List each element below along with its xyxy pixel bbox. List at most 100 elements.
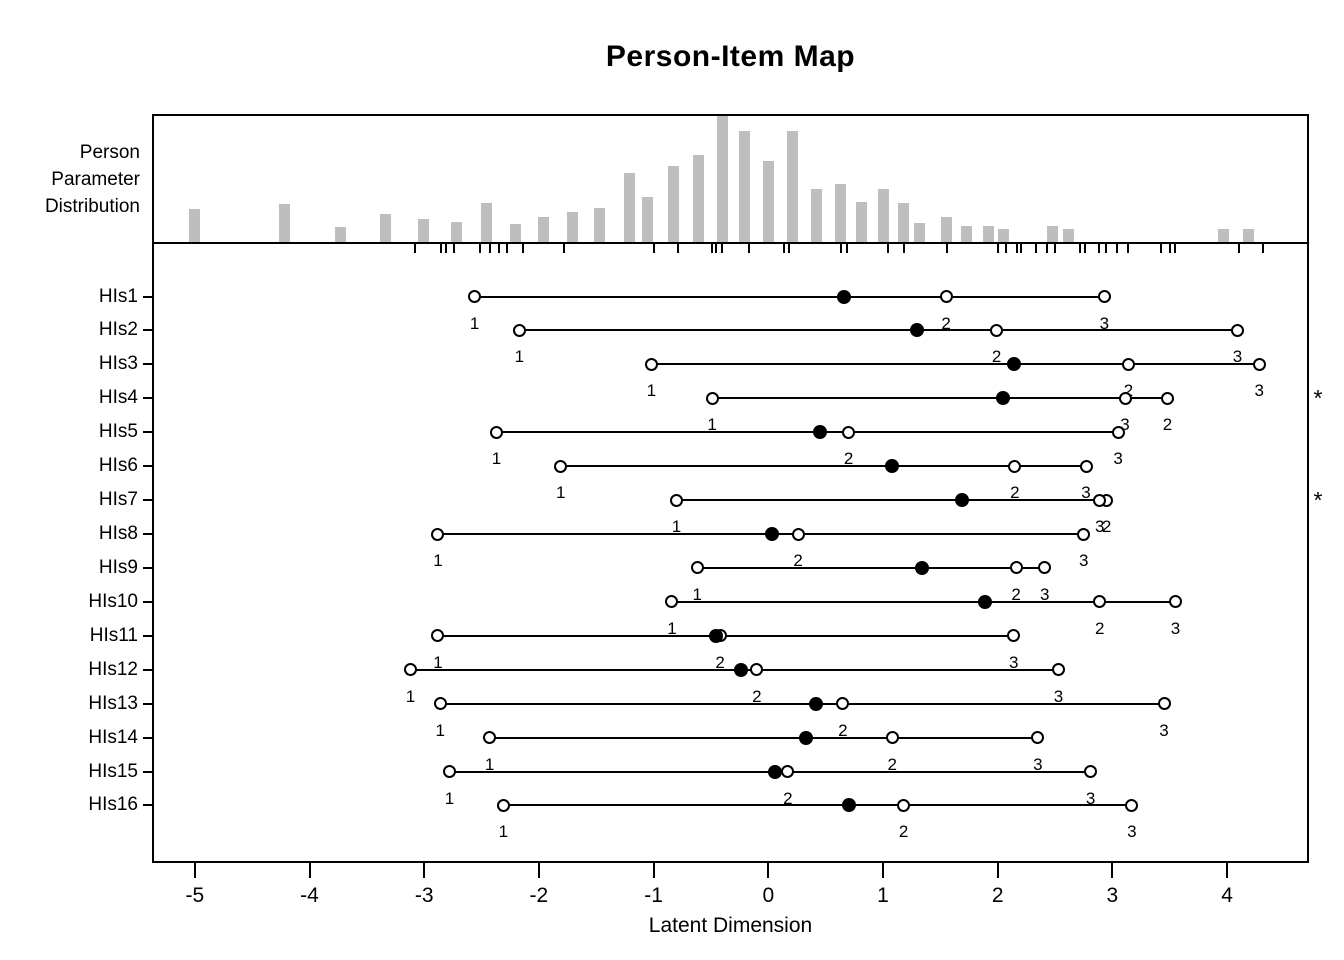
threshold-circle	[665, 595, 679, 609]
item-label: HIs13	[88, 692, 138, 714]
threshold-circle	[1079, 459, 1093, 473]
panel-separator-line	[152, 242, 1309, 244]
threshold-circle	[1230, 323, 1244, 337]
x-axis-tick-label: 1	[877, 884, 889, 907]
threshold-circle	[836, 697, 850, 711]
item-axis-tick	[143, 668, 152, 671]
histogram-bar	[898, 203, 910, 242]
rug-tick	[839, 244, 842, 253]
threshold-number-label: 1	[484, 754, 495, 774]
rug-tick	[444, 244, 447, 253]
threshold-circle	[1097, 290, 1111, 303]
histogram-bar	[667, 166, 679, 242]
item-location-dot	[837, 289, 851, 304]
threshold-circle	[483, 731, 497, 745]
item-label: HIs8	[98, 523, 138, 544]
threshold-circle	[442, 765, 456, 779]
threshold-circle	[1252, 357, 1266, 371]
item-axis-tick	[143, 702, 152, 705]
item-label: HIs2	[98, 319, 138, 341]
rug-tick	[1016, 244, 1019, 253]
threshold-number-label: 3	[1159, 720, 1169, 740]
threshold-circle	[1008, 459, 1022, 473]
threshold-circle	[431, 527, 445, 541]
item-row-line	[496, 431, 1119, 434]
rug-tick	[1127, 244, 1130, 253]
histogram-bar	[810, 189, 822, 242]
threshold-circle	[1125, 798, 1139, 812]
threshold-circle	[431, 629, 445, 643]
item-label: HIs15	[88, 760, 138, 782]
threshold-number-label: 2	[887, 754, 897, 774]
threshold-circle	[781, 765, 795, 779]
item-label: HIs7	[98, 489, 138, 511]
threshold-number-label: 2	[1162, 415, 1173, 435]
rug-tick	[1054, 244, 1057, 253]
threshold-number-label: 3	[1254, 381, 1264, 401]
histogram-bar	[835, 184, 847, 242]
threshold-circle	[690, 561, 704, 575]
threshold-circle	[433, 697, 447, 711]
histogram-bar	[738, 131, 750, 242]
threshold-number-label: 3	[1113, 449, 1123, 469]
threshold-number-label: 1	[692, 584, 702, 604]
item-label: HIs9	[98, 556, 138, 578]
x-axis-tick	[537, 863, 540, 878]
rug-tick	[1115, 244, 1118, 253]
x-axis-tick	[423, 863, 426, 878]
x-axis-tick	[767, 863, 770, 878]
x-axis-tick-label: -4	[300, 884, 319, 907]
histogram-bar	[914, 223, 926, 242]
threshold-number-label: 2	[793, 551, 803, 570]
threshold-circle	[1093, 493, 1107, 507]
threshold-circle	[1009, 561, 1023, 575]
item-location-dot	[910, 323, 925, 338]
ppd-label-line2: Parameter	[51, 169, 140, 190]
x-axis-tick	[193, 863, 196, 878]
threshold-number-label: 1	[491, 449, 502, 469]
item-label: HIs1	[98, 285, 138, 307]
threshold-circle	[468, 290, 482, 303]
x-axis-tick-label: 0	[762, 884, 775, 907]
rug-tick	[783, 244, 786, 253]
x-axis-title: Latent Dimension	[648, 914, 813, 937]
threshold-circle	[1084, 765, 1098, 779]
threshold-number-label: 2	[838, 720, 848, 740]
threshold-circle	[897, 798, 911, 812]
item-row-line	[651, 363, 1260, 366]
item-location-dot	[841, 798, 856, 813]
item-row-line	[440, 702, 1164, 705]
item-axis-tick	[143, 804, 152, 807]
histogram-bar	[278, 204, 290, 242]
threshold-number-label: 1	[671, 517, 682, 537]
threshold-number-label: 2	[941, 313, 951, 333]
rug-tick	[747, 244, 750, 253]
threshold-circle	[403, 663, 417, 677]
threshold-number-label: 3	[1053, 686, 1064, 706]
threshold-number-label: 1	[555, 483, 566, 503]
histogram-bar	[716, 116, 728, 242]
item-axis-tick	[143, 363, 152, 366]
item-axis-tick	[143, 329, 152, 332]
item-axis-tick	[143, 634, 152, 637]
item-axis-tick	[143, 533, 152, 535]
disordered-asterisk: *	[1313, 487, 1323, 514]
threshold-number-label: 3	[1170, 618, 1181, 638]
histogram-bar	[762, 161, 774, 242]
rug-tick	[1004, 244, 1007, 253]
item-label: HIs12	[88, 658, 138, 680]
rug-tick	[1097, 244, 1100, 253]
disordered-asterisk: *	[1313, 385, 1323, 412]
threshold-circle	[496, 798, 510, 812]
x-axis-tick-label: -5	[185, 884, 205, 907]
item-row-line	[560, 465, 1086, 468]
item-location-dot	[768, 764, 783, 779]
rug-tick	[1159, 244, 1162, 253]
threshold-circle	[1007, 629, 1021, 643]
threshold-circle	[1157, 697, 1171, 711]
item-axis-tick	[143, 397, 152, 400]
item-label: HIs11	[89, 624, 138, 646]
item-location-dot	[809, 696, 824, 711]
rug-tick	[1174, 244, 1177, 253]
